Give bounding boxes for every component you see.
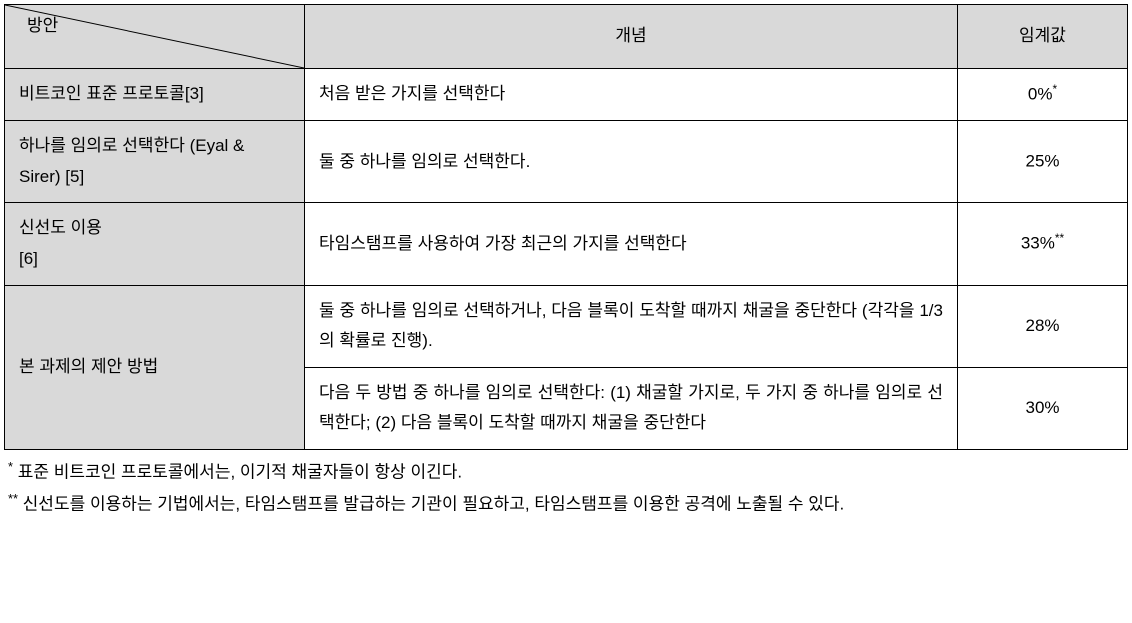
footnote-2: ** 신선도를 이용하는 기법에서는, 타임스탬프를 발급하는 기관이 필요하고… <box>8 488 1124 520</box>
header-concept: 개념 <box>305 5 958 69</box>
threshold-cell: 30% <box>958 367 1128 449</box>
method-cell: 하나를 임의로 선택한다 (Eyal & Sirer) [5] <box>5 121 305 203</box>
footnotes: * 표준 비트코인 프로토콜에서는, 이기적 채굴자들이 항상 이긴다. ** … <box>4 456 1128 521</box>
method-cell: 신선도 이용 [6] <box>5 203 305 285</box>
comparison-table: 방안 개념 임계값 비트코인 표준 프로토콜[3] 처음 받은 가지를 선택한다… <box>4 4 1128 450</box>
concept-cell: 처음 받은 가지를 선택한다 <box>305 69 958 121</box>
threshold-cell: 25% <box>958 121 1128 203</box>
header-row: 방안 개념 임계값 <box>5 5 1128 69</box>
concept-cell: 둘 중 하나를 임의로 선택한다. <box>305 121 958 203</box>
diag-top-label: 방안 <box>27 11 58 42</box>
table-row: 비트코인 표준 프로토콜[3] 처음 받은 가지를 선택한다 0%* <box>5 69 1128 121</box>
method-cell: 본 과제의 제안 방법 <box>5 285 305 449</box>
threshold-cell: 0%* <box>958 69 1128 121</box>
table-row: 신선도 이용 [6] 타임스탬프를 사용하여 가장 최근의 가지를 선택한다 3… <box>5 203 1128 285</box>
header-threshold: 임계값 <box>958 5 1128 69</box>
concept-cell: 다음 두 방법 중 하나를 임의로 선택한다: (1) 채굴할 가지로, 두 가… <box>305 367 958 449</box>
threshold-cell: 28% <box>958 285 1128 367</box>
concept-cell: 둘 중 하나를 임의로 선택하거나, 다음 블록이 도착할 때까지 채굴을 중단… <box>305 285 958 367</box>
table-row: 하나를 임의로 선택한다 (Eyal & Sirer) [5] 둘 중 하나를 … <box>5 121 1128 203</box>
threshold-cell: 33%** <box>958 203 1128 285</box>
table-row: 본 과제의 제안 방법 둘 중 하나를 임의로 선택하거나, 다음 블록이 도착… <box>5 285 1128 367</box>
concept-cell: 타임스탬프를 사용하여 가장 최근의 가지를 선택한다 <box>305 203 958 285</box>
method-cell: 비트코인 표준 프로토콜[3] <box>5 69 305 121</box>
header-method: 방안 <box>5 5 305 69</box>
footnote-1: * 표준 비트코인 프로토콜에서는, 이기적 채굴자들이 항상 이긴다. <box>8 456 1124 488</box>
